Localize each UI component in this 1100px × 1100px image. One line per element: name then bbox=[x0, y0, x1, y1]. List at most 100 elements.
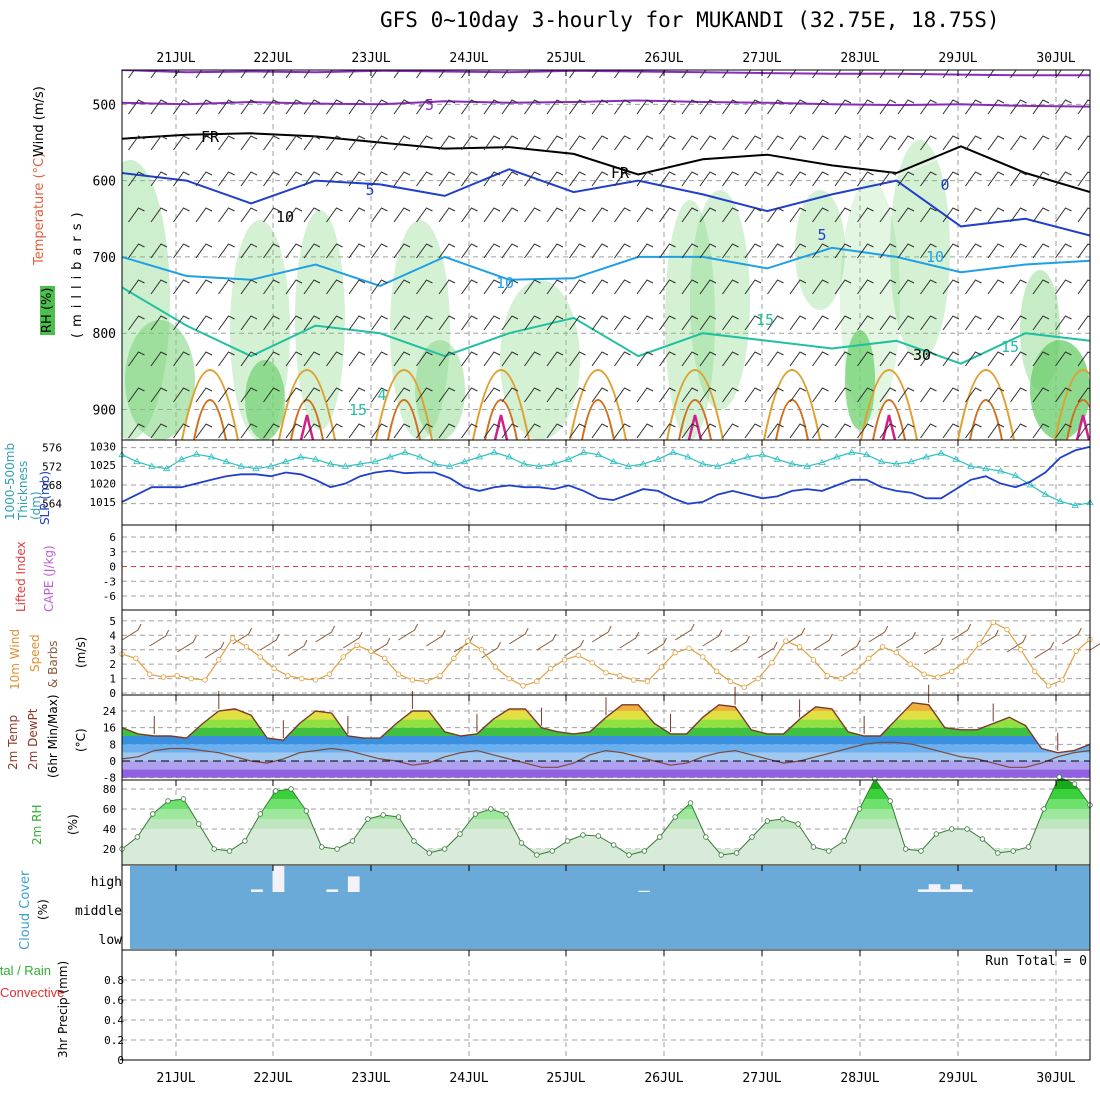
wind-barb bbox=[285, 423, 303, 439]
thickness-line-point bbox=[684, 453, 692, 460]
wind-barb bbox=[150, 423, 168, 439]
wind10-line-point bbox=[506, 675, 512, 682]
rh-line-point bbox=[226, 848, 233, 854]
wind-barb bbox=[371, 207, 388, 223]
wind-barb bbox=[218, 171, 235, 187]
rh-line-point bbox=[810, 844, 817, 850]
pressure-tick: 600 bbox=[93, 175, 116, 190]
wind10-line-point bbox=[229, 635, 236, 641]
wind-barb bbox=[128, 207, 145, 223]
wind10-line-point bbox=[713, 668, 720, 675]
wind-barb bbox=[942, 207, 960, 223]
wind-barb bbox=[744, 99, 762, 115]
wind-barb bbox=[965, 279, 982, 295]
wind-barb bbox=[128, 351, 145, 367]
wind10-line-point bbox=[271, 665, 277, 672]
wind10-tick: 0 bbox=[109, 687, 116, 700]
wind10-barb bbox=[425, 629, 446, 647]
wind10-barb bbox=[840, 639, 861, 657]
thickness-line-point bbox=[505, 453, 513, 460]
temperature-label: Temperature (°C) bbox=[32, 152, 47, 265]
wind-barb bbox=[681, 387, 699, 403]
wind10-barb bbox=[674, 623, 695, 641]
wind-barb bbox=[812, 315, 829, 331]
wind-barb bbox=[812, 387, 829, 403]
wind-barb bbox=[681, 70, 689, 79]
panel-frame-thk bbox=[121, 439, 1091, 526]
isotherm-loop bbox=[472, 369, 530, 440]
wind-barb bbox=[263, 351, 280, 367]
wind-barb bbox=[1077, 171, 1090, 187]
wind-barb bbox=[128, 279, 145, 295]
thickness-line-point bbox=[267, 462, 275, 469]
rh-line-point bbox=[718, 852, 724, 858]
wind-barb bbox=[744, 351, 762, 367]
thickness-line-point bbox=[654, 455, 662, 462]
lifted-index-label: Lifted Index bbox=[14, 541, 28, 612]
wind-barb bbox=[438, 315, 456, 331]
wind10-line-point bbox=[312, 677, 319, 683]
wind-barb bbox=[348, 243, 366, 259]
thickness-line-point bbox=[833, 453, 841, 460]
wind-barb bbox=[240, 315, 258, 331]
wind10-line-point bbox=[216, 657, 222, 663]
wind-barb bbox=[920, 279, 937, 295]
wind10-label-c: & Barbs bbox=[46, 640, 60, 688]
wind10-line-point bbox=[368, 648, 374, 654]
wind-barb bbox=[150, 279, 168, 295]
lifted-tick: 6 bbox=[109, 531, 116, 544]
thickness-line-point bbox=[922, 453, 930, 460]
wind-barb bbox=[857, 207, 874, 223]
wind-barb bbox=[897, 351, 915, 367]
isotherm-loop bbox=[290, 399, 324, 440]
wind-barb bbox=[348, 315, 366, 331]
wind-barb bbox=[263, 315, 280, 331]
pressure-tick: 500 bbox=[93, 98, 116, 113]
wind-barb bbox=[461, 315, 478, 331]
wind-barb bbox=[636, 243, 654, 259]
cloud-high-bar bbox=[326, 889, 339, 892]
rh-band bbox=[122, 809, 1090, 819]
wind-barb bbox=[128, 171, 145, 187]
thickness-line-point bbox=[1071, 501, 1079, 508]
contour-label: FR bbox=[611, 164, 630, 182]
wind-barb bbox=[303, 207, 321, 223]
wind-barb bbox=[942, 279, 960, 295]
panel-frame-w10 bbox=[121, 609, 1091, 696]
wind10-line-point bbox=[146, 671, 153, 677]
wind10-tick: 3 bbox=[109, 644, 116, 657]
thickness-line-point bbox=[699, 460, 707, 467]
thickness-line-point bbox=[460, 457, 469, 465]
top-date-label: 27JUL bbox=[742, 51, 781, 66]
rh-line-point bbox=[180, 796, 187, 802]
wind-barb bbox=[218, 315, 235, 331]
wind-barb bbox=[812, 207, 829, 223]
wind-barb bbox=[393, 99, 411, 115]
wind-barb bbox=[636, 207, 654, 223]
wind-barb bbox=[1010, 315, 1027, 331]
rh-line-point bbox=[211, 846, 217, 852]
wind-barb bbox=[1032, 423, 1050, 439]
wind-barb bbox=[636, 135, 654, 151]
rh-line-point bbox=[764, 818, 771, 824]
rh-line-point bbox=[964, 826, 970, 832]
wind-barb bbox=[173, 315, 190, 331]
temp2m-label: 2m Temp bbox=[6, 714, 20, 770]
wind-barb bbox=[699, 351, 717, 367]
wind-barb bbox=[546, 70, 554, 79]
wind-barb bbox=[195, 243, 213, 259]
wind-barb bbox=[789, 70, 797, 79]
wind-barb bbox=[1077, 70, 1085, 79]
wind-barb bbox=[987, 351, 1005, 367]
wind-barb bbox=[569, 279, 586, 295]
wind-barb bbox=[263, 171, 280, 187]
wind-barb bbox=[699, 315, 717, 331]
wind-barb bbox=[524, 279, 541, 295]
wind-barb bbox=[173, 207, 190, 223]
rh-line-point bbox=[1025, 844, 1032, 850]
wind-barb bbox=[879, 423, 897, 439]
wind-barb bbox=[195, 351, 213, 367]
wind-barb bbox=[218, 207, 235, 223]
wind-barb bbox=[681, 99, 699, 115]
